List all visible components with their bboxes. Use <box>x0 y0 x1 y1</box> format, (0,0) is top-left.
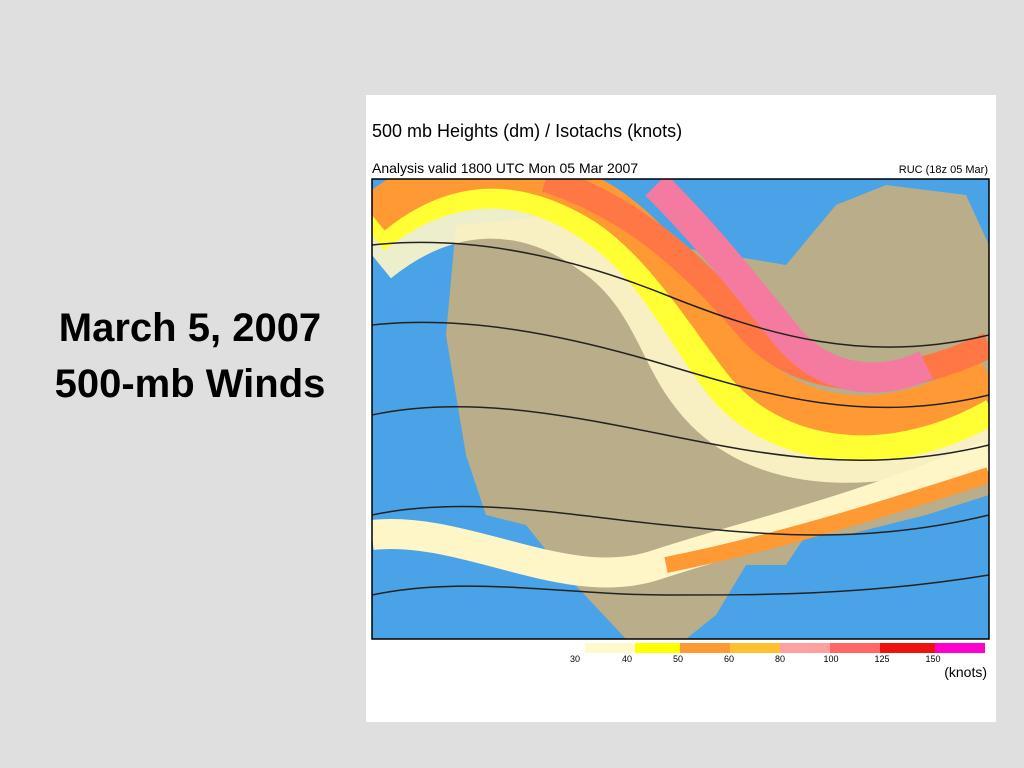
legend-label: 50 <box>673 654 683 664</box>
legend-label: 100 <box>823 654 838 664</box>
title-line: 500-mb Winds <box>54 362 326 406</box>
legend-label: 80 <box>775 654 785 664</box>
map <box>372 179 989 639</box>
legend-label: 150 <box>925 654 940 664</box>
legend-label: 40 <box>622 654 632 664</box>
model-label: RUC (18z 05 Mar) <box>899 164 988 176</box>
map-title: 500 mb Heights (dm) / Isotachs (knots) <box>372 121 682 141</box>
map-subtitle: Analysis valid 1800 UTC Mon 05 Mar 2007 <box>372 160 638 176</box>
map-panel: 500 mb Heights (dm) / Isotachs (knots) A… <box>366 95 996 722</box>
legend-bar <box>585 643 985 653</box>
map-figure: 500 mb Heights (dm) / Isotachs (knots) A… <box>371 121 990 680</box>
legend-label: 125 <box>874 654 889 664</box>
title-line: March 5, 2007 <box>58 306 322 350</box>
legend-label: 30 <box>570 654 580 664</box>
slide-title: March 5, 2007 500-mb Winds <box>20 300 360 412</box>
legend-unit: (knots) <box>944 664 987 680</box>
legend-label: 60 <box>724 654 734 664</box>
